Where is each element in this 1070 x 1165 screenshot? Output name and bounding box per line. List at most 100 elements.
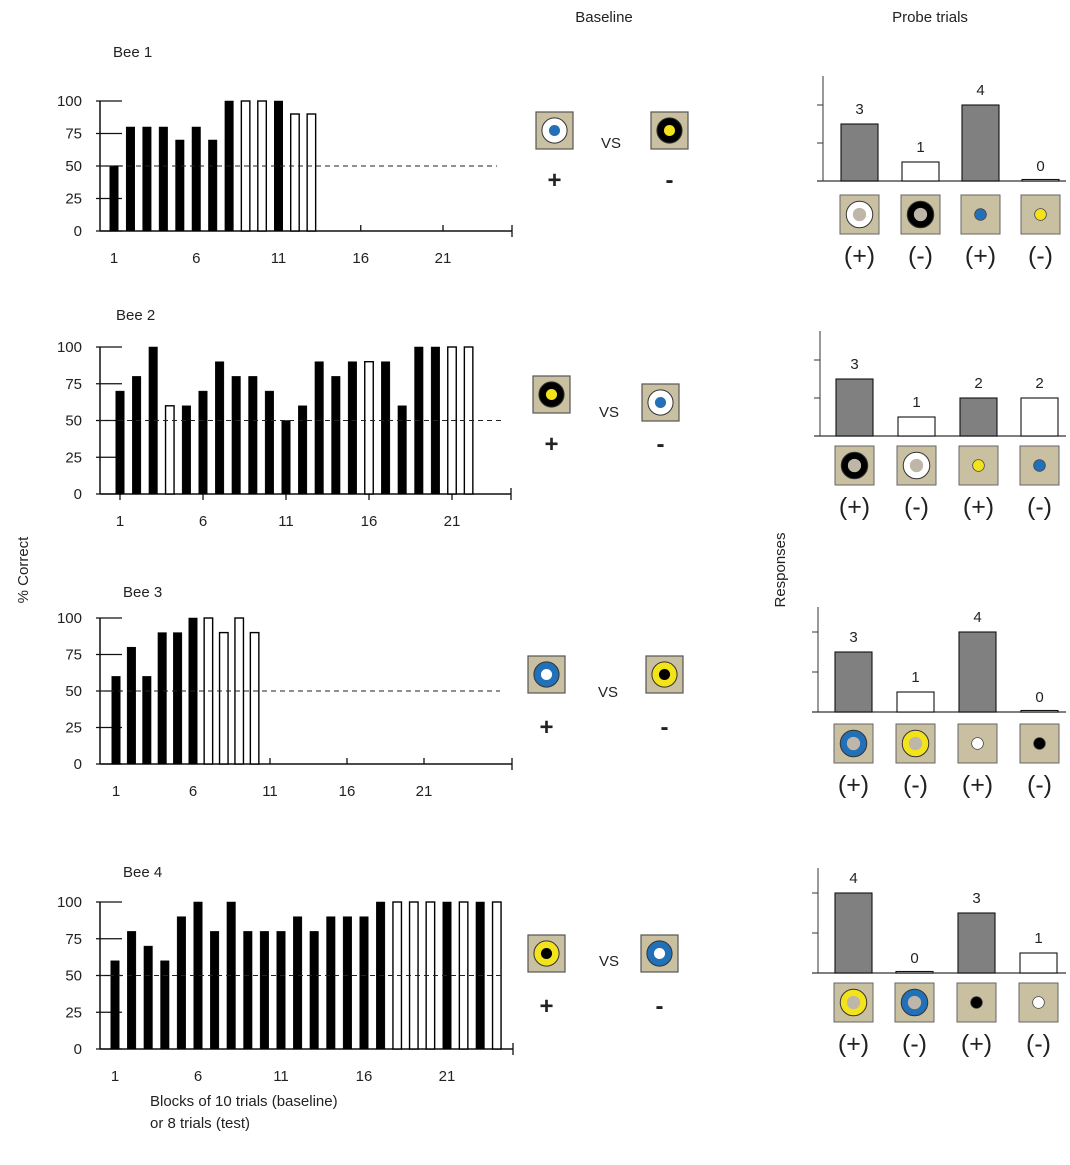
x-tick-label: 1: [112, 783, 120, 800]
reward-sign: +: [539, 714, 553, 741]
probe-count-label: 2: [1035, 375, 1043, 392]
y-axis-label-responses: Responses: [772, 532, 789, 607]
x-tick-label: 16: [356, 1068, 373, 1085]
probe-stimulus-inner-disc: [908, 736, 923, 751]
probe-sign-label: (+): [844, 242, 875, 270]
probe-sign-label: (-): [1026, 1030, 1051, 1058]
probe-bar: [896, 691, 935, 713]
probe-count-label: 0: [910, 950, 918, 967]
bar: [111, 676, 121, 765]
bar: [326, 916, 336, 1050]
bar: [331, 376, 341, 495]
bar: [160, 960, 170, 1050]
probe-bar: [1020, 397, 1059, 437]
probe-bar: [1019, 952, 1058, 974]
probe-count-label: 1: [911, 669, 919, 686]
bar: [175, 139, 185, 232]
x-tick-label: 6: [194, 1068, 202, 1085]
probe-sign-label: (-): [1028, 242, 1053, 270]
probe-stimulus-square: [1019, 723, 1060, 764]
probe-sign-label: (-): [1027, 771, 1052, 799]
probe-bar: [1021, 178, 1060, 182]
bar: [293, 916, 303, 1050]
probe-stimulus-dot: [971, 737, 984, 750]
bar: [176, 916, 186, 1050]
bar: [109, 165, 119, 232]
probe-bar: [840, 123, 879, 182]
bar: [173, 632, 183, 765]
probe-stimulus-dot: [1033, 459, 1046, 472]
y-tick-label: 25: [65, 1004, 82, 1021]
probe-sign-label: (+): [961, 1030, 992, 1058]
baseline-minus-stimulus-inner-disc: [654, 396, 667, 409]
probe-bar: [957, 912, 996, 974]
probe-count-label: 3: [849, 629, 857, 646]
probe-count-label: 3: [850, 356, 858, 373]
bar: [298, 405, 308, 495]
probe-count-label: 1: [1034, 930, 1042, 947]
bar: [132, 376, 142, 495]
panel-title: Bee 4: [123, 864, 162, 881]
x-tick-label: 1: [110, 250, 118, 267]
y-tick-label: 50: [65, 158, 82, 175]
probe-stimulus-inner-disc: [907, 995, 922, 1010]
probe-count-label: 3: [855, 101, 863, 118]
baseline-plus-stimulus-inner-disc: [545, 388, 558, 401]
bar: [264, 390, 274, 495]
bar: [208, 139, 218, 232]
y-tick-label: 75: [65, 126, 82, 143]
baseline-plus-stimulus-inner-disc: [548, 124, 561, 137]
probe-sign-label: (-): [1027, 493, 1052, 521]
bar: [381, 361, 391, 495]
probe-sign-label: (+): [963, 493, 994, 521]
bar: [290, 113, 300, 232]
bar: [164, 405, 175, 495]
probe-count-label: 4: [976, 82, 984, 99]
bar: [126, 646, 136, 765]
reward-sign: +: [544, 431, 558, 458]
y-axis-label-correct: % Correct: [15, 536, 32, 604]
x-tick-label: 16: [339, 783, 356, 800]
vs-label: VS: [598, 684, 618, 701]
y-tick-label: 50: [65, 413, 82, 430]
bar: [347, 361, 357, 495]
x-tick-label: 21: [435, 250, 452, 267]
vs-label: VS: [599, 953, 619, 970]
probe-bar: [895, 970, 934, 974]
baseline-plus-stimulus-inner-disc: [540, 668, 553, 681]
bar: [115, 390, 125, 495]
y-tick-label: 0: [74, 223, 82, 240]
x-axis-label-line2: or 8 trials (test): [150, 1115, 250, 1132]
bar: [276, 931, 286, 1050]
bar: [215, 361, 225, 495]
probe-stimulus-dot: [974, 208, 987, 221]
y-tick-label: 100: [57, 610, 82, 627]
bar: [309, 931, 319, 1050]
y-tick-label: 25: [65, 191, 82, 208]
x-tick-label: 16: [361, 513, 378, 530]
probe-count-label: 4: [973, 609, 981, 626]
probe-stimulus-dot: [1033, 737, 1046, 750]
probe-stimulus-dot: [1032, 996, 1045, 1009]
probe-count-label: 1: [916, 139, 924, 156]
bar: [342, 916, 352, 1050]
bar: [143, 945, 153, 1050]
vs-label: VS: [601, 135, 621, 152]
probe-count-label: 0: [1036, 158, 1044, 175]
probe-header: Probe trials: [892, 9, 968, 26]
y-tick-label: 0: [74, 756, 82, 773]
bar: [397, 405, 407, 495]
probe-stimulus-dot: [970, 996, 983, 1009]
probe-sign-label: (+): [838, 1030, 869, 1058]
bar: [191, 126, 201, 232]
baseline-minus-stimulus-inner-disc: [658, 668, 671, 681]
y-tick-label: 100: [57, 894, 82, 911]
reward-sign: +: [547, 167, 561, 194]
y-tick-label: 0: [74, 1041, 82, 1058]
bar: [314, 361, 324, 495]
probe-count-label: 4: [849, 870, 857, 887]
probe-stimulus-inner-disc: [909, 458, 924, 473]
bar: [181, 405, 191, 495]
